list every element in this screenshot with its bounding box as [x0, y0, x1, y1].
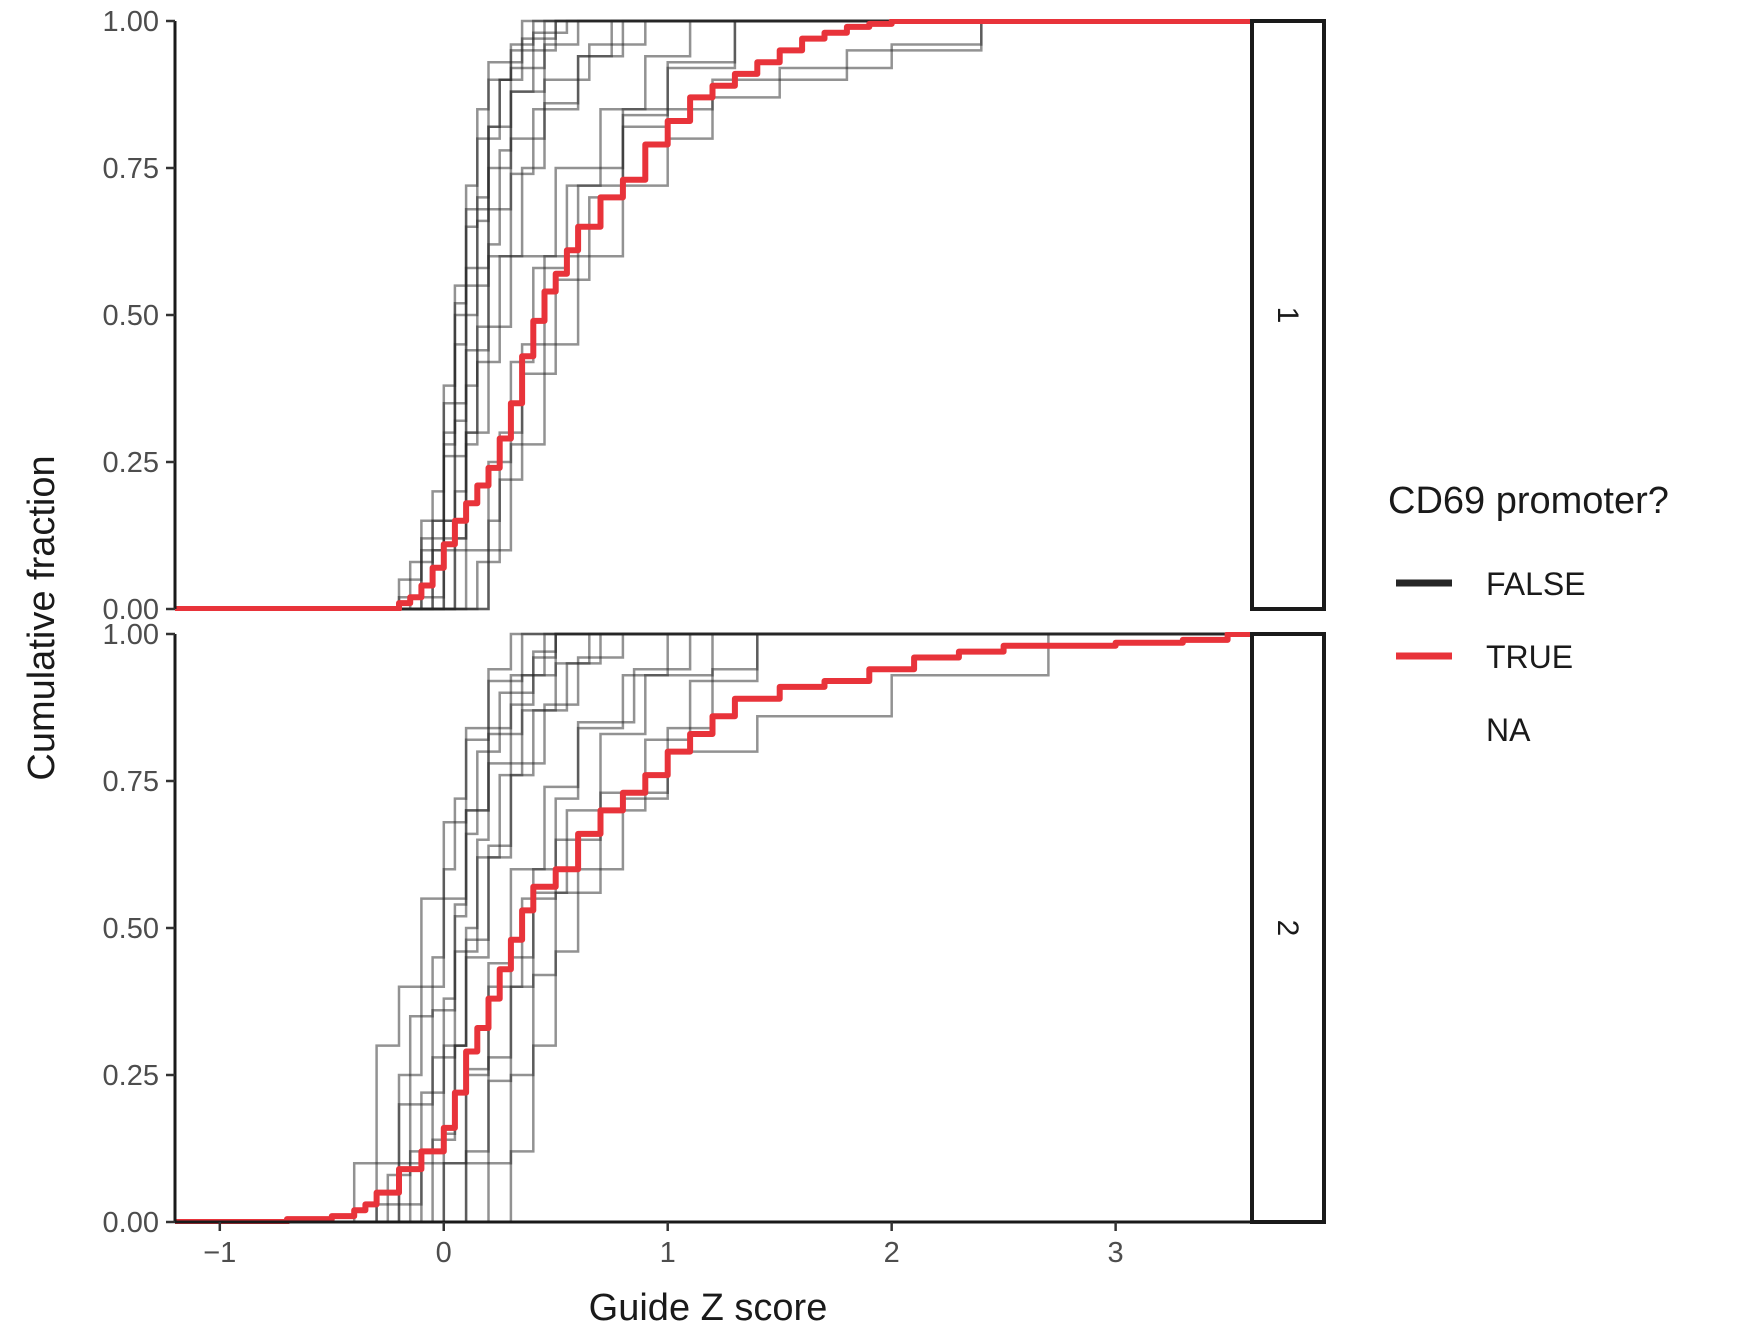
series-group [175, 19, 1250, 611]
facet-strip-label: 1 [1271, 307, 1304, 324]
false-series-line-15 [175, 19, 1250, 611]
y-tick-label: 0.25 [103, 1060, 159, 1092]
facet-panels: 0.00 0.25 0.50 0.75 1.00 1 0.00 0.25 0.50 0.75 1.0… [103, 6, 1326, 1269]
x-tick-label: 3 [1108, 1237, 1124, 1269]
legend-label-na: NA [1486, 712, 1531, 748]
y-tick-label: 0.00 [103, 1207, 159, 1239]
panel-2: 0.00 0.25 0.50 0.75 1.00 2 −1 0 1 2 3 [103, 619, 1326, 1269]
legend-label-false: FALSE [1486, 566, 1586, 602]
facet-strip [1250, 632, 1326, 1224]
x-tick-label: 0 [436, 1237, 452, 1269]
x-axis-title: Guide Z score [589, 1287, 828, 1329]
panel-1: 0.00 0.25 0.50 0.75 1.00 1 [103, 6, 1326, 626]
legend: CD69 promoter? FALSE TRUE NA [1388, 480, 1669, 748]
x-tick-label: 1 [660, 1237, 676, 1269]
x-tick-label: −1 [203, 1237, 236, 1269]
legend-label-true: TRUE [1486, 639, 1573, 675]
facet-strip [1250, 19, 1326, 611]
false-series-line-10 [175, 632, 1250, 1224]
false-series-line-14 [175, 19, 1250, 611]
false-series-line-4 [175, 19, 1250, 611]
false-series-line-11 [175, 19, 1250, 611]
x-tick-label: 2 [884, 1237, 900, 1269]
false-series-line-9 [175, 632, 1250, 1224]
y-tick-label: 1.00 [103, 6, 159, 38]
true-series-line [175, 19, 1250, 611]
y-tick-label: 0.25 [103, 447, 159, 479]
y-axis-title: Cumulative fraction [21, 455, 63, 780]
true-series-line [175, 632, 1250, 1224]
false-series-line-8 [175, 19, 1250, 611]
y-tick-label: 0.00 [103, 594, 159, 626]
false-series-line-3 [175, 632, 1250, 1224]
facet-strip-label: 2 [1271, 920, 1304, 937]
y-tick-label: 0.50 [103, 300, 159, 332]
false-series-line-12 [175, 632, 1250, 1224]
series-group [175, 632, 1250, 1224]
y-tick-label: 0.75 [103, 766, 159, 798]
y-tick-label: 0.75 [103, 153, 159, 185]
y-tick-label: 0.50 [103, 913, 159, 945]
y-tick-label: 1.00 [103, 619, 159, 651]
false-series-line-13 [175, 19, 1250, 611]
legend-title: CD69 promoter? [1388, 480, 1669, 522]
false-series-line-15 [175, 632, 1250, 1224]
false-series-line-12 [175, 19, 1250, 611]
false-series-line-13 [175, 632, 1250, 1224]
